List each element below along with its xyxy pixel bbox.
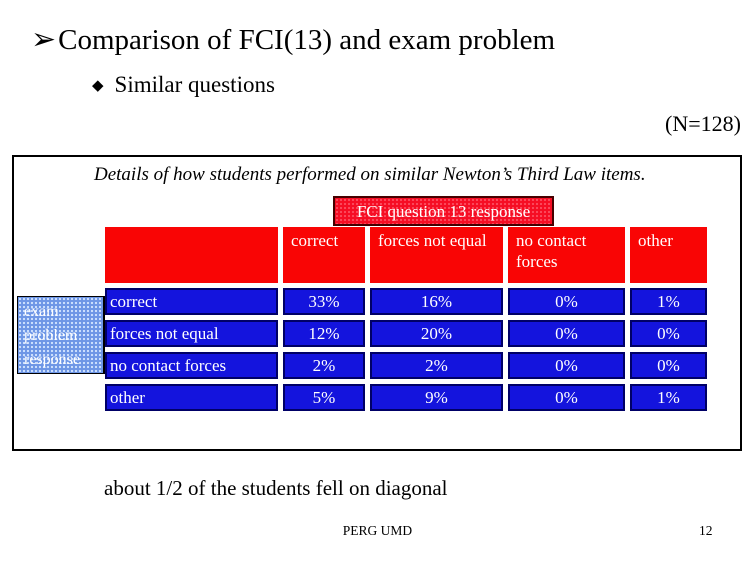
value-cell: 5% xyxy=(283,384,365,411)
column-header-cell: other xyxy=(630,227,707,283)
column-header-cell: correct xyxy=(283,227,365,283)
row-label-cell: other xyxy=(105,384,278,411)
value-cell: 20% xyxy=(370,320,503,347)
value-cell: 0% xyxy=(508,384,625,411)
value-cell: 2% xyxy=(283,352,365,379)
value-cell: 1% xyxy=(630,384,707,411)
value-cell: 12% xyxy=(283,320,365,347)
slide-title-text: Comparison of FCI(13) and exam problem xyxy=(58,24,556,56)
sample-size-label: (N=128) xyxy=(665,111,741,136)
slide-subtitle: ◆ Similar questions xyxy=(92,72,275,98)
footer-text: PERG UMD xyxy=(342,523,413,538)
value-cell: 0% xyxy=(508,320,625,347)
row-label-cell: no contact forces xyxy=(105,352,278,379)
results-table: correct forces not equal no contact forces… xyxy=(105,227,707,411)
row-label-cell: correct xyxy=(105,288,278,315)
figure-frame: Details of how students performed on sim… xyxy=(12,155,742,451)
slide-title: ➢Comparison of FCI(13) and exam problem xyxy=(31,22,555,57)
column-header-cell: no contact forces xyxy=(508,227,625,283)
value-cell: 2% xyxy=(370,352,503,379)
value-cell: 0% xyxy=(508,352,625,379)
figure-caption: Details of how students performed on sim… xyxy=(94,164,646,185)
value-cell: 33% xyxy=(283,288,365,315)
page-number: 12 xyxy=(699,523,713,538)
value-cell: 16% xyxy=(370,288,503,315)
value-cell: 1% xyxy=(630,288,707,315)
column-group-label: FCI question 13 response xyxy=(333,196,554,226)
value-cell: 0% xyxy=(630,352,707,379)
diamond-bullet-icon: ◆ xyxy=(92,78,104,94)
table-corner-cell xyxy=(105,227,278,283)
row-group-label: exam problem response xyxy=(17,296,105,374)
row-label-cell: forces not equal xyxy=(105,320,278,347)
value-cell: 0% xyxy=(508,288,625,315)
column-header-cell: forces not equal xyxy=(370,227,503,283)
slide-subtitle-text: Similar questions xyxy=(114,72,275,97)
value-cell: 9% xyxy=(370,384,503,411)
conclusion-note: about 1/2 of the students fell on diagon… xyxy=(104,476,448,500)
arrow-bullet-icon: ➢ xyxy=(31,23,57,56)
value-cell: 0% xyxy=(630,320,707,347)
